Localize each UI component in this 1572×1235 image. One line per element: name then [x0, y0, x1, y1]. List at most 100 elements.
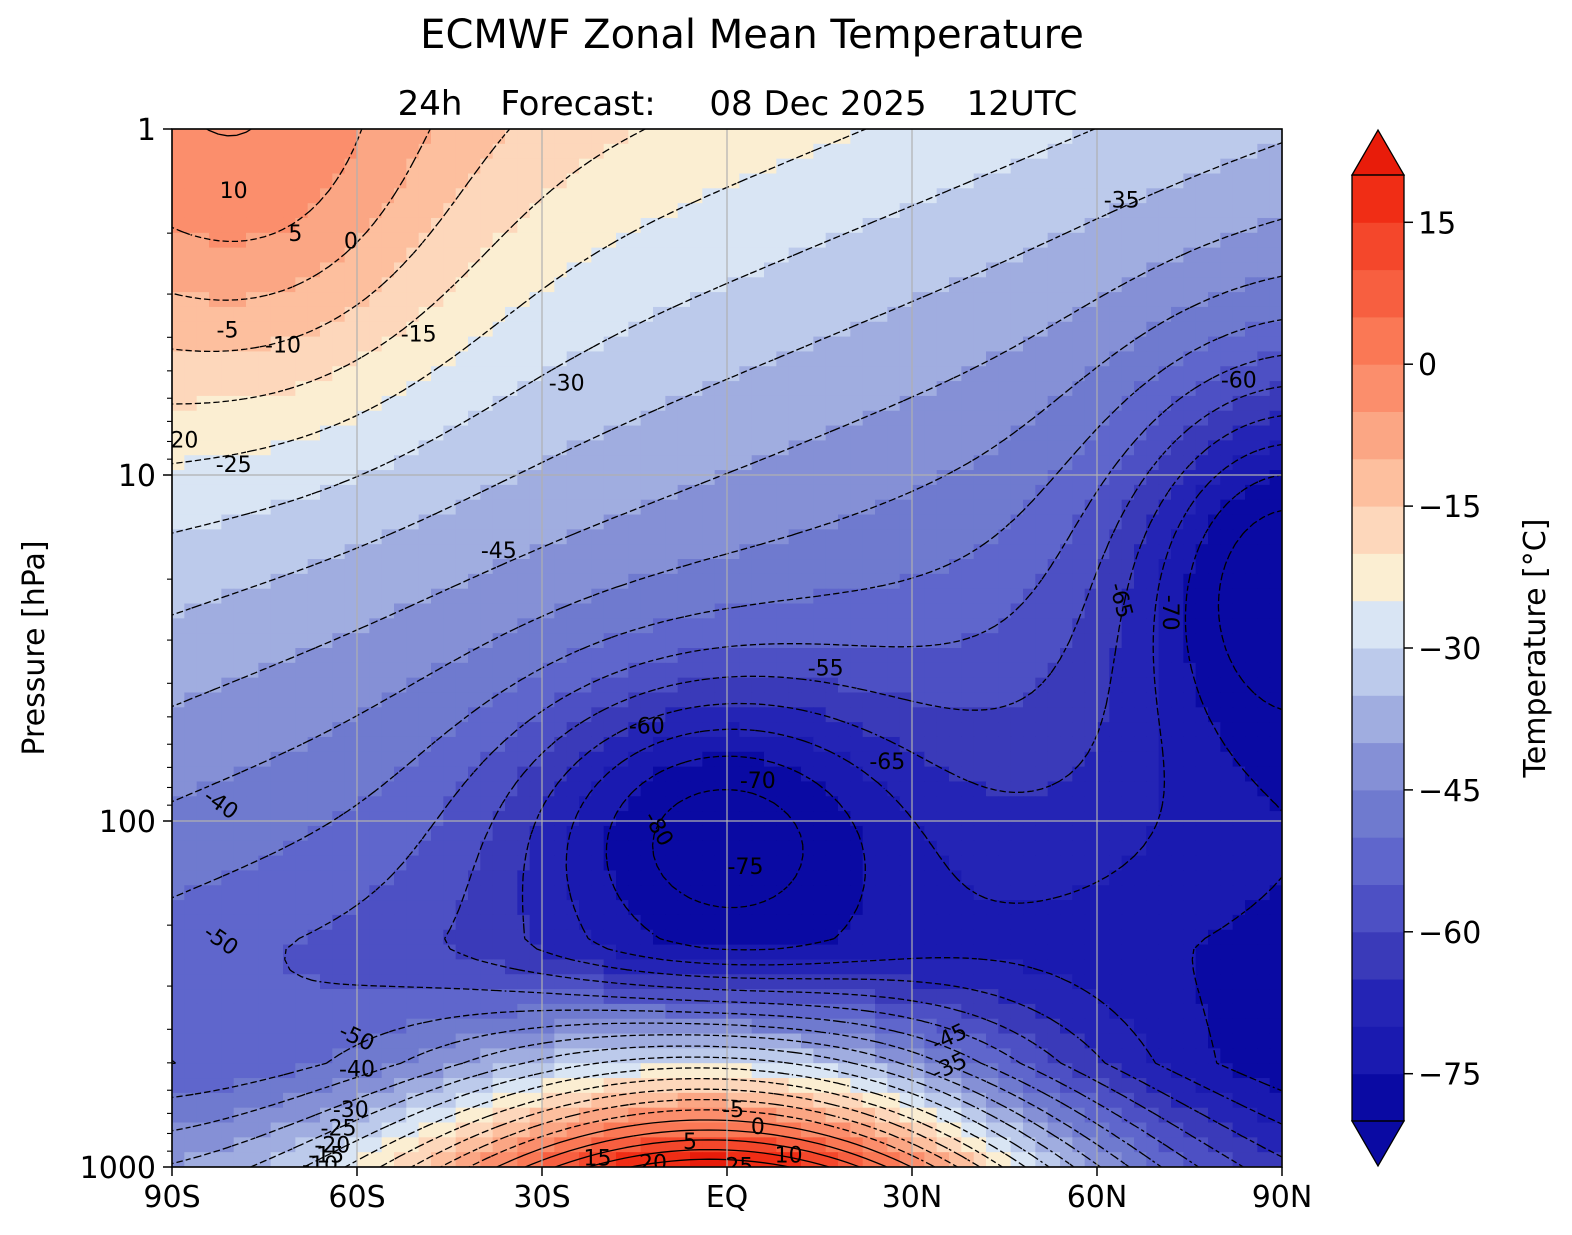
field-cell	[1035, 470, 1049, 486]
field-cell	[751, 885, 765, 901]
field-cell	[751, 781, 765, 797]
field-cell	[492, 484, 506, 501]
field-cell	[1158, 351, 1172, 367]
field-cell	[751, 618, 765, 634]
field-cell	[369, 351, 383, 367]
field-cell	[233, 336, 247, 353]
field-cell	[714, 425, 728, 441]
field-cell	[406, 929, 420, 946]
field-cell	[295, 203, 309, 219]
field-cell	[899, 143, 913, 160]
field-cell	[788, 188, 802, 204]
field-cell	[1035, 559, 1049, 575]
field-cell	[949, 247, 962, 264]
field-cell	[677, 217, 691, 234]
field-cell	[961, 381, 975, 397]
field-cell	[813, 603, 827, 619]
field-cell	[973, 455, 987, 471]
field-cell	[196, 559, 210, 575]
field-cell	[1010, 825, 1024, 842]
field-cell	[949, 499, 962, 516]
field-cell	[480, 677, 494, 694]
field-cell	[899, 351, 913, 367]
field-cell	[184, 425, 198, 441]
field-cell	[184, 722, 198, 738]
field-cell	[1220, 321, 1234, 338]
field-cell	[862, 262, 876, 278]
field-cell	[924, 410, 938, 427]
field-cell	[1060, 796, 1073, 812]
field-cell	[209, 855, 222, 872]
field-cell	[517, 707, 531, 723]
field-cell	[221, 707, 235, 723]
field-cell	[369, 277, 383, 293]
field-cell	[1208, 900, 1221, 916]
field-cell	[653, 544, 666, 560]
field-cell	[1245, 351, 1258, 367]
field-cell	[221, 603, 235, 619]
field-cell	[1245, 544, 1258, 560]
field-cell	[1245, 573, 1258, 590]
field-cell	[887, 840, 901, 857]
field-cell	[727, 173, 740, 189]
field-cell	[332, 751, 346, 768]
field-cell	[628, 766, 642, 783]
field-cell	[1220, 173, 1234, 189]
field-cell	[1208, 129, 1221, 145]
field-cell	[542, 158, 555, 175]
field-cell	[875, 336, 888, 353]
field-cell	[418, 425, 432, 441]
field-cell	[850, 529, 864, 545]
field-cell	[320, 929, 333, 946]
field-cell	[209, 885, 222, 901]
field-cell	[455, 781, 469, 797]
field-cell	[1220, 677, 1234, 694]
field-cell	[1269, 232, 1282, 249]
field-cell	[1158, 262, 1172, 278]
field-cell	[702, 306, 716, 323]
field-cell	[283, 129, 296, 145]
field-cell	[702, 707, 716, 723]
field-cell	[406, 484, 420, 501]
field-cell	[739, 514, 753, 530]
field-cell	[1183, 321, 1197, 338]
field-cell	[492, 588, 506, 605]
field-cell	[986, 217, 999, 234]
field-cell	[936, 662, 950, 679]
field-cell	[591, 885, 605, 901]
field-cell	[246, 840, 259, 857]
field-cell	[1220, 158, 1234, 175]
field-cell	[196, 262, 210, 278]
field-cell	[381, 188, 395, 204]
field-cell	[912, 277, 925, 293]
field-cell	[554, 573, 568, 590]
field-cell	[936, 173, 950, 189]
field-cell	[431, 900, 444, 916]
field-cell	[1047, 825, 1061, 842]
field-cell	[196, 677, 210, 694]
field-cell	[1158, 129, 1172, 145]
field-cell	[233, 484, 247, 501]
field-cell	[1121, 840, 1135, 857]
field-cell	[1220, 425, 1234, 441]
field-cell	[1195, 470, 1209, 486]
field-cell	[1084, 262, 1098, 278]
field-cell	[1023, 796, 1036, 812]
field-cell	[899, 173, 913, 189]
field-cell	[739, 484, 753, 501]
field-cell	[1047, 158, 1061, 175]
field-cell	[295, 751, 309, 768]
field-cell	[616, 484, 629, 501]
field-cell	[1047, 247, 1061, 264]
field-cell	[825, 262, 839, 278]
field-cell	[307, 692, 321, 708]
field-cell	[986, 677, 999, 694]
field-cell	[1023, 173, 1036, 189]
field-cell	[233, 825, 247, 842]
field-cell	[1195, 885, 1209, 901]
field-cell	[690, 618, 703, 634]
field-cell	[492, 707, 506, 723]
field-cell	[258, 736, 272, 753]
field-cell	[221, 440, 235, 456]
field-cell	[418, 870, 432, 886]
